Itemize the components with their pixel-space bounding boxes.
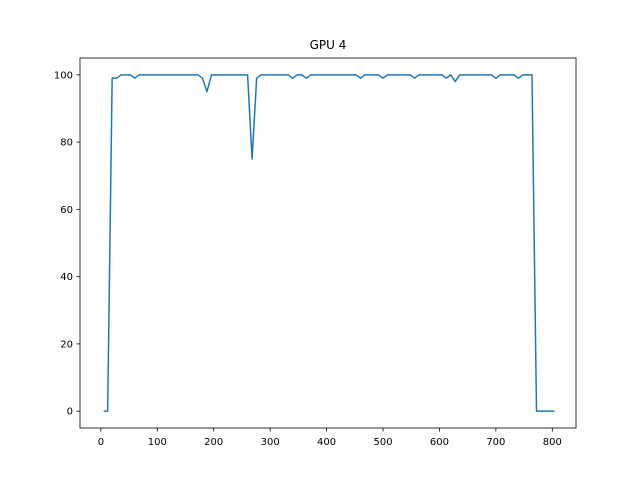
y-tick-label: 100 <box>54 70 73 81</box>
x-tick-label: 0 <box>98 437 104 448</box>
x-tick-label: 100 <box>148 437 167 448</box>
y-tick-label: 20 <box>60 339 73 350</box>
plot-frame <box>79 57 577 429</box>
x-tick-label: 300 <box>261 437 280 448</box>
y-tick-label: 80 <box>60 138 73 149</box>
y-tick-label: 60 <box>60 205 73 216</box>
x-tick-label: 600 <box>430 437 449 448</box>
x-tick-label: 700 <box>486 437 505 448</box>
x-tick-label: 800 <box>543 437 562 448</box>
y-tick-label: 40 <box>60 272 73 283</box>
x-tick-label: 400 <box>317 437 336 448</box>
x-tick-label: 500 <box>373 437 392 448</box>
plot-area: 0 100 200 300 400 500 600 700 800 0 20 40 60 80 100 <box>54 57 577 448</box>
series-line-0 <box>103 74 555 412</box>
y-tick-label: 0 <box>67 407 73 418</box>
x-tick-label: 200 <box>204 437 223 448</box>
chart-title: GPU 4 <box>310 38 347 52</box>
